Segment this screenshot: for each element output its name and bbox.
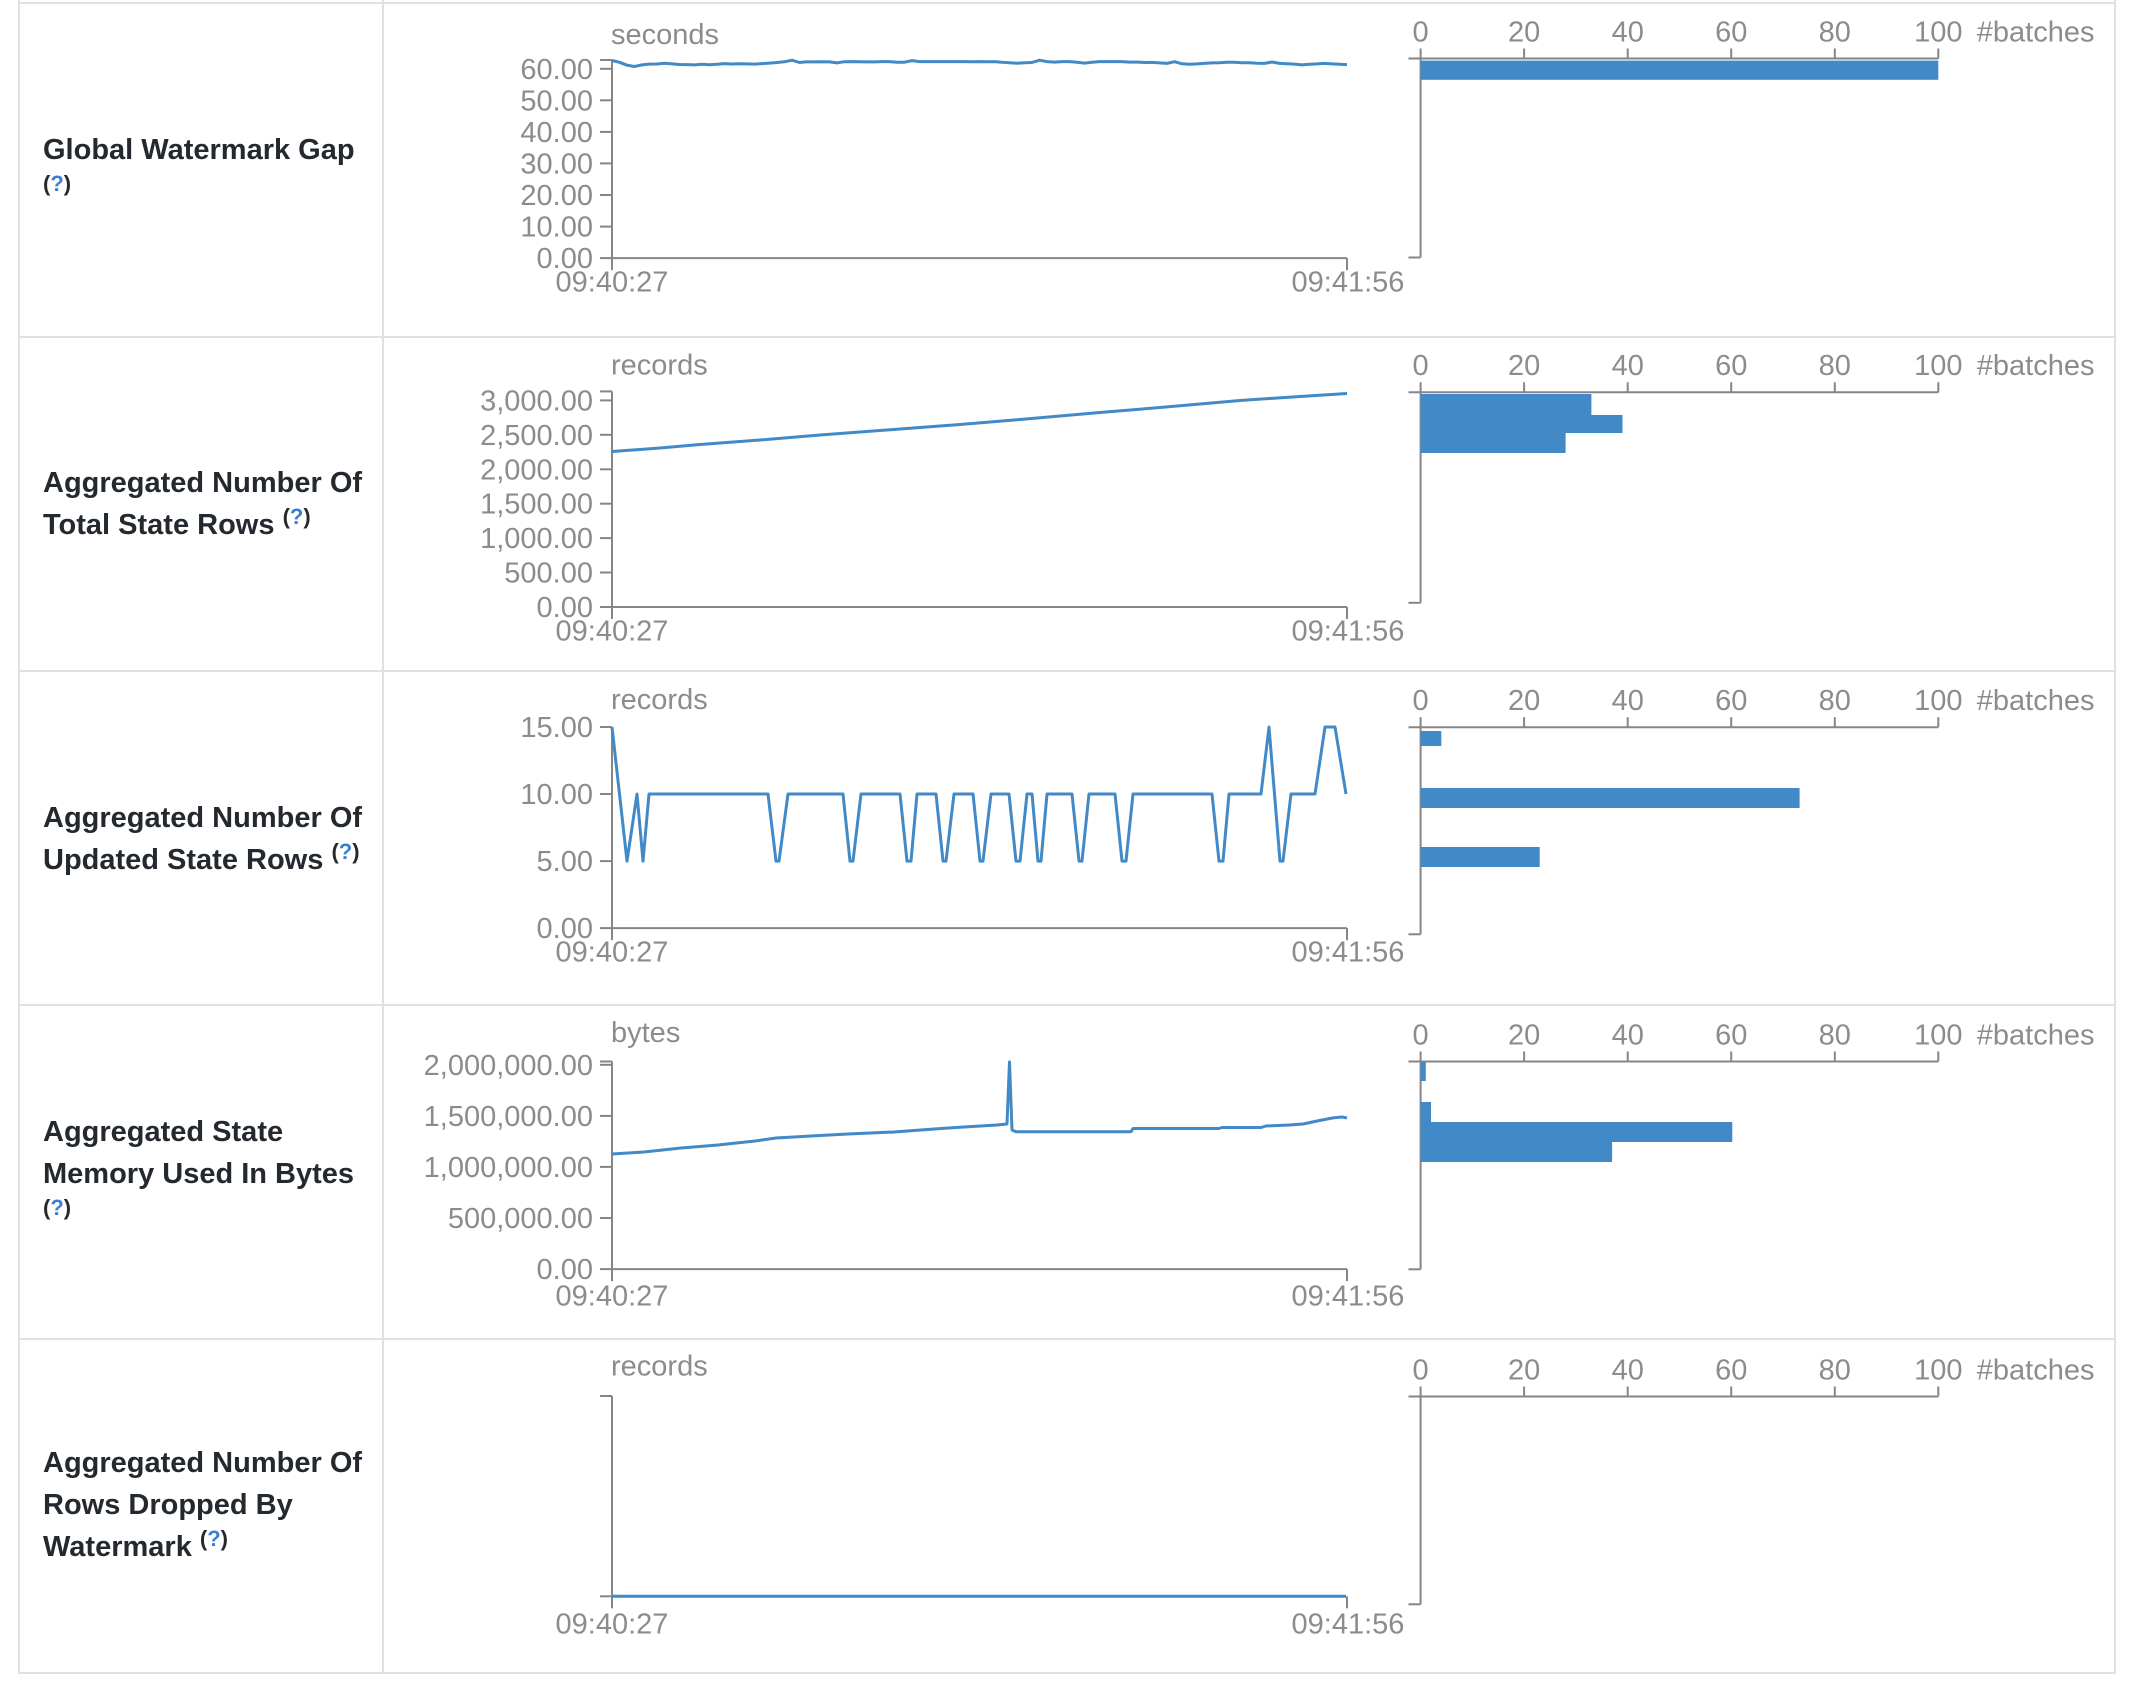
svg-text:10.00: 10.00 <box>520 779 593 811</box>
svg-text:80: 80 <box>1819 17 1851 49</box>
svg-text:80: 80 <box>1819 1020 1851 1052</box>
svg-text:100: 100 <box>1914 685 1962 717</box>
svg-text:09:41:56: 09:41:56 <box>1292 937 1405 969</box>
svg-text:60: 60 <box>1715 350 1747 382</box>
svg-text:50.00: 50.00 <box>520 85 593 117</box>
svg-text:500,000.00: 500,000.00 <box>448 1203 593 1235</box>
svg-text:80: 80 <box>1819 350 1851 382</box>
svg-text:#batches: #batches <box>1977 1020 2095 1052</box>
svg-text:1,000,000.00: 1,000,000.00 <box>424 1152 593 1184</box>
svg-text:80: 80 <box>1819 1355 1851 1387</box>
svg-text:60: 60 <box>1715 17 1747 49</box>
svg-text:100: 100 <box>1914 17 1962 49</box>
svg-text:records: records <box>611 350 708 382</box>
svg-text:0: 0 <box>1413 17 1429 49</box>
svg-text:09:41:56: 09:41:56 <box>1292 1281 1405 1313</box>
svg-text:#batches: #batches <box>1977 685 2095 717</box>
svg-text:0.00: 0.00 <box>537 243 593 275</box>
svg-text:records: records <box>611 684 708 716</box>
svg-text:0.00: 0.00 <box>537 1254 593 1286</box>
svg-text:60.00: 60.00 <box>520 54 593 86</box>
svg-text:60: 60 <box>1715 685 1747 717</box>
svg-text:bytes: bytes <box>611 1017 680 1049</box>
svg-text:20: 20 <box>1508 685 1540 717</box>
svg-text:40: 40 <box>1612 1020 1644 1052</box>
svg-text:0: 0 <box>1413 685 1429 717</box>
svg-text:0.00: 0.00 <box>537 592 593 624</box>
svg-text:09:40:27: 09:40:27 <box>556 615 669 647</box>
svg-text:09:41:56: 09:41:56 <box>1292 267 1405 299</box>
svg-text:09:41:56: 09:41:56 <box>1292 1609 1405 1641</box>
svg-text:2,000.00: 2,000.00 <box>480 454 593 486</box>
svg-text:09:40:27: 09:40:27 <box>556 1281 669 1313</box>
svg-text:2,500.00: 2,500.00 <box>480 420 593 452</box>
svg-text:30.00: 30.00 <box>520 148 593 180</box>
svg-text:100: 100 <box>1914 350 1962 382</box>
svg-text:09:40:27: 09:40:27 <box>556 267 669 299</box>
svg-text:2,000,000.00: 2,000,000.00 <box>424 1050 593 1082</box>
svg-text:60: 60 <box>1715 1355 1747 1387</box>
svg-text:100: 100 <box>1914 1355 1962 1387</box>
svg-text:0: 0 <box>1413 1020 1429 1052</box>
svg-text:#batches: #batches <box>1977 1355 2095 1387</box>
svg-text:1,000.00: 1,000.00 <box>480 523 593 555</box>
svg-text:1,500.00: 1,500.00 <box>480 489 593 521</box>
svg-text:5.00: 5.00 <box>537 846 593 878</box>
svg-text:0.00: 0.00 <box>537 913 593 945</box>
svg-text:records: records <box>611 1351 708 1383</box>
svg-text:09:41:56: 09:41:56 <box>1292 615 1405 647</box>
svg-text:40: 40 <box>1612 685 1644 717</box>
svg-text:#batches: #batches <box>1977 17 2095 49</box>
svg-text:20: 20 <box>1508 1355 1540 1387</box>
svg-text:40: 40 <box>1612 1355 1644 1387</box>
svg-text:0: 0 <box>1413 1355 1429 1387</box>
svg-text:09:40:27: 09:40:27 <box>556 937 669 969</box>
svg-text:20: 20 <box>1508 350 1540 382</box>
svg-text:1,500,000.00: 1,500,000.00 <box>424 1101 593 1133</box>
svg-text:20.00: 20.00 <box>520 180 593 212</box>
svg-text:15.00: 15.00 <box>520 712 593 744</box>
svg-text:0: 0 <box>1413 350 1429 382</box>
svg-text:10.00: 10.00 <box>520 212 593 244</box>
svg-text:20: 20 <box>1508 17 1540 49</box>
svg-text:3,000.00: 3,000.00 <box>480 385 593 417</box>
svg-text:40: 40 <box>1612 17 1644 49</box>
svg-text:20: 20 <box>1508 1020 1540 1052</box>
svg-text:40.00: 40.00 <box>520 117 593 149</box>
svg-text:#batches: #batches <box>1977 350 2095 382</box>
svg-text:09:40:27: 09:40:27 <box>556 1609 669 1641</box>
svg-text:500.00: 500.00 <box>504 558 593 590</box>
svg-text:60: 60 <box>1715 1020 1747 1052</box>
svg-text:40: 40 <box>1612 350 1644 382</box>
svg-text:80: 80 <box>1819 685 1851 717</box>
svg-text:100: 100 <box>1914 1020 1962 1052</box>
svg-text:seconds: seconds <box>611 19 719 51</box>
